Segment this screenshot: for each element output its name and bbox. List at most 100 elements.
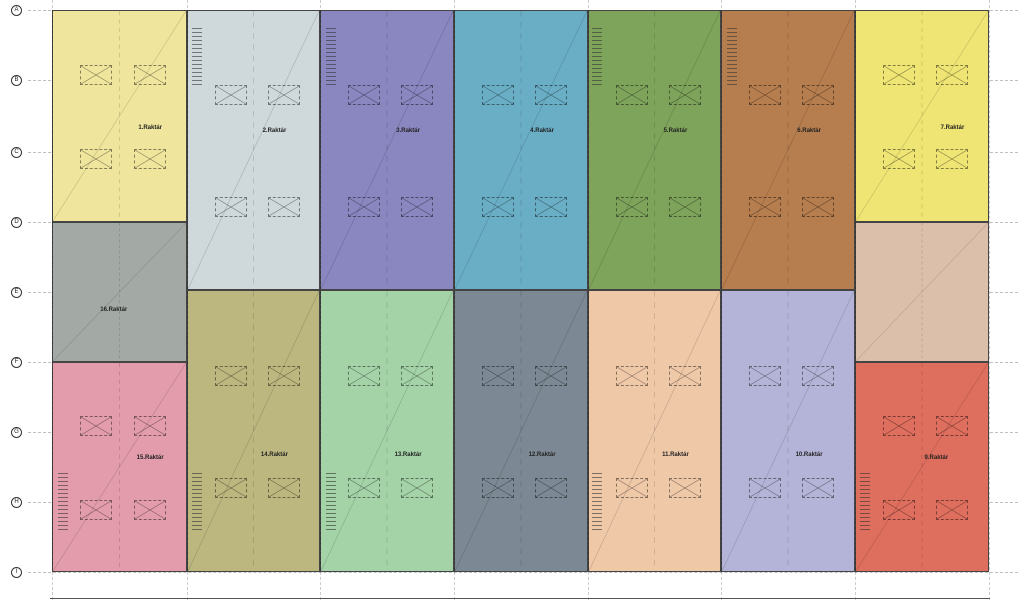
stair [592,470,602,530]
room-7[interactable]: 7.Raktár [855,10,989,222]
room-13[interactable]: 13.Raktár [320,290,454,572]
shelf-marker [802,365,835,386]
stair [326,470,336,530]
column-line [454,0,455,600]
shelf-marker [214,478,247,499]
shelf-marker [481,478,514,499]
shelf-marker [80,149,112,170]
shelf-marker [214,85,247,105]
shelf-marker [668,85,701,105]
stair [326,25,336,85]
ramp-line [589,11,720,289]
grid-label: G [11,427,22,438]
room-14[interactable]: 14.Raktár [187,290,320,572]
shelf-marker [80,64,112,85]
room-label: 10.Raktár [795,451,823,458]
ramp-line [455,11,587,289]
shelf-marker [481,197,514,217]
shelf-marker [214,197,247,217]
shelf-marker [80,416,112,436]
room-2[interactable]: 2.Raktár [187,10,320,290]
room-6[interactable]: 6.Raktár [721,10,855,290]
column-line [721,0,722,600]
shelf-marker [748,197,781,217]
shelf-marker [80,500,112,520]
ramp-line [856,363,988,571]
shelf-marker [748,478,781,499]
room-label: 12.Raktár [528,451,556,458]
shelf-marker [936,416,969,436]
room-label: 13.Raktár [394,451,422,458]
ramp-line [589,291,720,571]
grid-label: A [11,5,22,16]
shelf-marker [535,197,568,217]
room-5[interactable]: 5.Raktár [588,10,721,290]
shelf-marker [882,416,915,436]
stair [592,25,602,85]
room-3[interactable]: 3.Raktár [320,10,454,290]
shelf-marker [535,478,568,499]
grid-label: H [11,497,22,508]
room-16[interactable]: 16.Raktár [52,222,187,362]
shelf-marker [401,197,434,217]
shelf-marker [615,478,648,499]
shelf-marker [615,365,648,386]
room-9[interactable]: 9.Raktár [855,362,989,572]
grid-label: I [11,567,22,578]
shelf-marker [267,478,300,499]
grid-label: B [11,75,22,86]
column-line [187,0,188,600]
shelf-marker [882,149,915,170]
shelf-marker [936,500,969,520]
room-label: 15.Raktár [136,454,164,461]
room-4[interactable]: 4.Raktár [454,10,588,290]
shelf-marker [481,85,514,105]
room-8[interactable] [855,222,989,362]
shelf-marker [347,85,380,105]
room-1[interactable]: 1.Raktár [52,10,187,222]
shelf-marker [347,197,380,217]
shelf-marker [882,500,915,520]
ramp-line [53,363,186,571]
ramp-line [188,11,319,289]
room-11[interactable]: 11.Raktár [588,290,721,572]
room-label: 7.Raktár [940,124,965,131]
ramp-line [321,291,453,571]
stair [727,25,737,85]
column-line [855,0,856,600]
shelf-marker [802,478,835,499]
column-line [320,0,321,600]
room-label: 14.Raktár [260,451,288,458]
column-line [588,0,589,600]
room-label: 2.Raktár [262,128,287,135]
shelf-marker [267,85,300,105]
shelf-marker [936,64,969,85]
room-label: 16.Raktár [100,306,128,313]
room-12[interactable]: 12.Raktár [454,290,588,572]
grid-label: C [11,147,22,158]
shelf-marker [615,197,648,217]
shelf-marker [668,478,701,499]
shelf-marker [802,85,835,105]
grid-label: D [11,217,22,228]
shelf-marker [134,64,166,85]
room-label: 3.Raktár [396,128,420,135]
room-15[interactable]: 15.Raktár [52,362,187,572]
grid-line [28,572,1018,573]
shelf-marker [401,365,434,386]
stair [860,470,870,530]
shelf-marker [214,365,247,386]
shelf-marker [668,365,701,386]
shelf-marker [748,85,781,105]
room-label: 6.Raktár [797,128,821,135]
room-label: 4.Raktár [530,128,554,135]
room-label: 1.Raktár [138,124,163,131]
grid-label: F [11,357,22,368]
ramp-line [856,223,988,361]
stair [192,470,202,530]
column-line [52,0,53,600]
shelf-marker [401,85,434,105]
shelf-marker [347,478,380,499]
room-10[interactable]: 10.Raktár [721,290,855,572]
